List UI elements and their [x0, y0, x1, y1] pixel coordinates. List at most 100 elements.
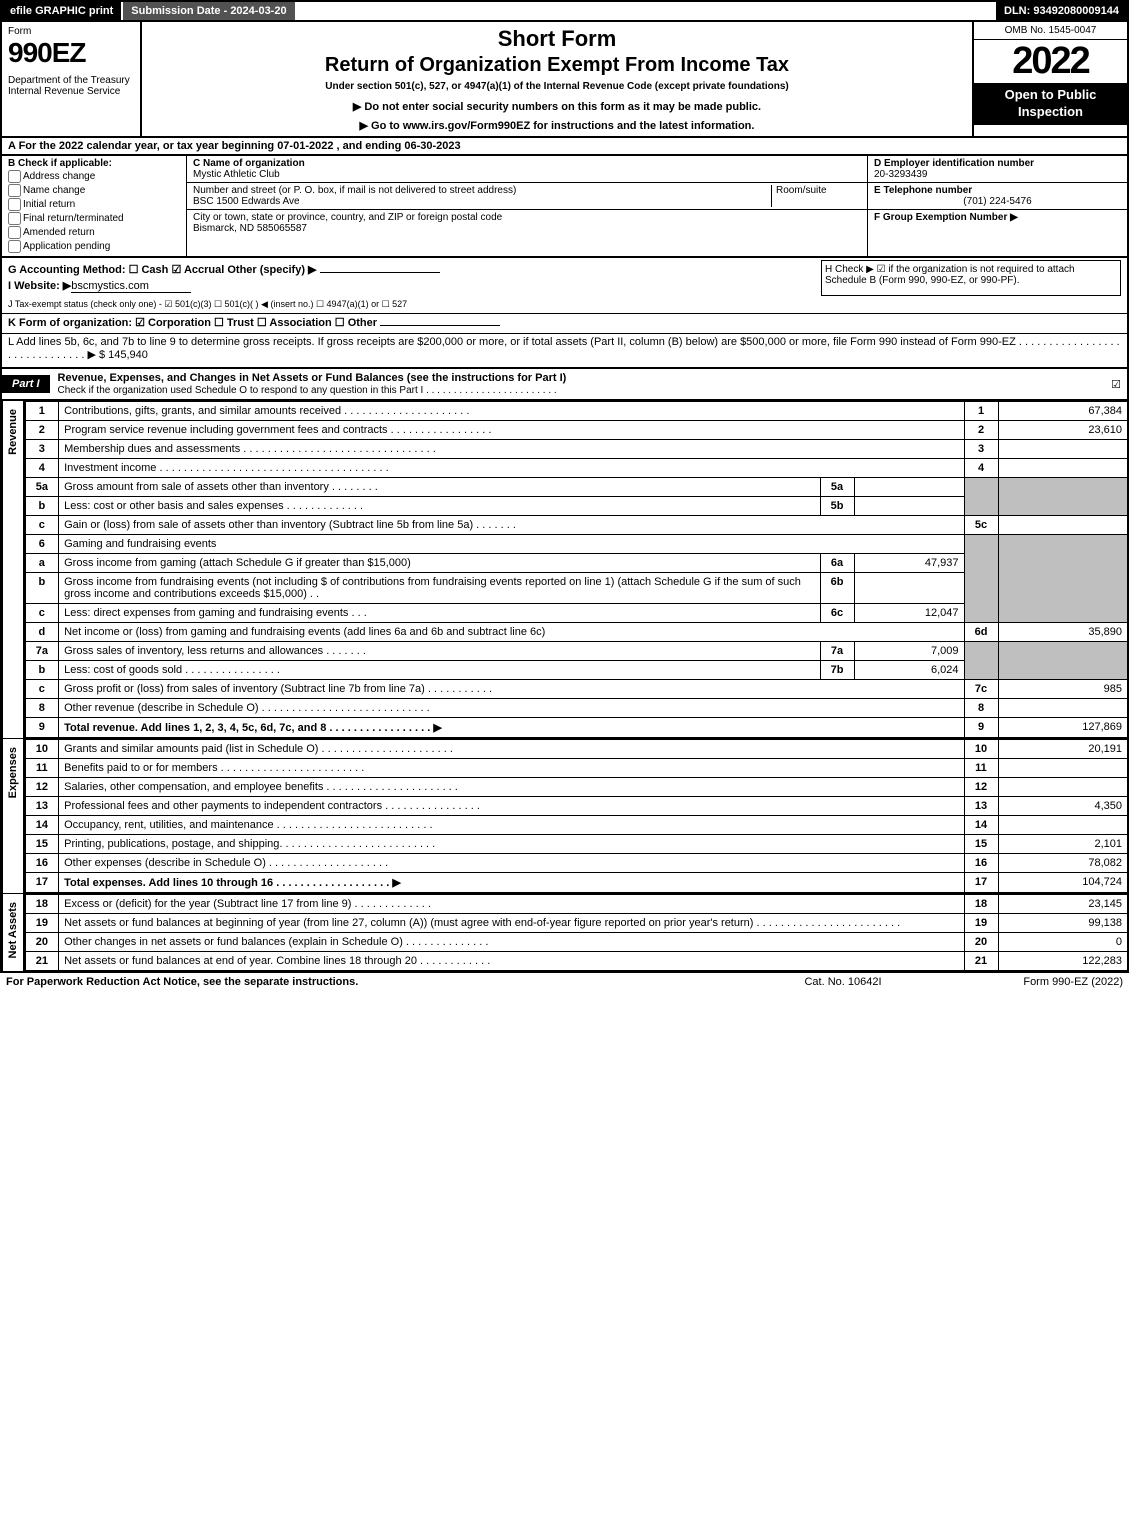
part-1-note: Check if the organization used Schedule … — [58, 385, 557, 396]
chk-app-pending[interactable]: Application pending — [8, 240, 180, 253]
ln12-amt — [998, 778, 1128, 797]
org-name-cell: C Name of organization Mystic Athletic C… — [187, 156, 867, 183]
ln7b-num: b — [25, 661, 59, 680]
ln14-num: 14 — [25, 816, 59, 835]
line-i: I Website: ▶bscmystics.com — [8, 279, 821, 293]
d-label: D Employer identification number — [874, 158, 1034, 169]
efile-button[interactable]: efile GRAPHIC print — [2, 2, 123, 20]
org-name: Mystic Athletic Club — [193, 169, 280, 180]
shade-6a — [998, 535, 1128, 623]
ln18-col: 18 — [964, 895, 998, 914]
ln6d-col: 6d — [964, 623, 998, 642]
ln10-col: 10 — [964, 740, 998, 759]
ln7a-desc: Gross sales of inventory, less returns a… — [59, 642, 820, 661]
ln18-desc: Excess or (deficit) for the year (Subtra… — [59, 895, 964, 914]
note-link[interactable]: ▶ Go to www.irs.gov/Form990EZ for instru… — [150, 119, 964, 132]
street-val: BSC 1500 Edwards Ave — [193, 196, 300, 207]
block-b: B Check if applicable: Address change Na… — [2, 156, 187, 256]
ln8-desc: Other revenue (describe in Schedule O) .… — [59, 699, 964, 718]
ln17-desc: Total expenses. Add lines 10 through 16 … — [59, 873, 964, 894]
ln2-num: 2 — [25, 421, 59, 440]
shade-7 — [964, 642, 998, 680]
ln20-desc: Other changes in net assets or fund bala… — [59, 933, 964, 952]
ln9-amt: 127,869 — [998, 718, 1128, 739]
lines-g-through-l: G Accounting Method: ☐ Cash ☑ Accrual Ot… — [0, 258, 1129, 369]
ln8-amt — [998, 699, 1128, 718]
ln21-desc: Net assets or fund balances at end of ye… — [59, 952, 964, 972]
revenue-table: 1Contributions, gifts, grants, and simil… — [24, 401, 1129, 739]
chk-address-change[interactable]: Address change — [8, 170, 180, 183]
ln11-num: 11 — [25, 759, 59, 778]
department: Department of the Treasury Internal Reve… — [8, 75, 134, 97]
ln17-num: 17 — [25, 873, 59, 894]
title-short-form: Short Form — [150, 26, 964, 52]
chk-final-return[interactable]: Final return/terminated — [8, 212, 180, 225]
chk-initial-return[interactable]: Initial return — [8, 198, 180, 211]
ln16-desc: Other expenses (describe in Schedule O) … — [59, 854, 964, 873]
ln5b-sl: 5b — [820, 497, 854, 516]
page-footer: For Paperwork Reduction Act Notice, see … — [0, 972, 1129, 991]
ln13-col: 13 — [964, 797, 998, 816]
ln17-amt: 104,724 — [998, 873, 1128, 894]
ln5c-amt — [998, 516, 1128, 535]
ln7a-sl: 7a — [820, 642, 854, 661]
expenses-side-label: Expenses — [2, 739, 24, 894]
block-d: D Employer identification number 20-3293… — [868, 156, 1127, 183]
ln16-amt: 78,082 — [998, 854, 1128, 873]
ln5c-num: c — [25, 516, 59, 535]
subtitle: Under section 501(c), 527, or 4947(a)(1)… — [150, 81, 964, 92]
form-header: Form 990EZ Department of the Treasury In… — [0, 22, 1129, 138]
form-number: 990EZ — [8, 37, 134, 69]
ln10-desc: Grants and similar amounts paid (list in… — [59, 740, 964, 759]
ln1-amt: 67,384 — [998, 402, 1128, 421]
ln6d-desc: Net income or (loss) from gaming and fun… — [59, 623, 964, 642]
ln19-num: 19 — [25, 914, 59, 933]
footer-notice: For Paperwork Reduction Act Notice, see … — [6, 976, 743, 988]
ein-val: 20-3293439 — [874, 169, 927, 180]
dln-label: DLN: 93492080009144 — [996, 2, 1127, 20]
shade-7a — [998, 642, 1128, 680]
ln3-col: 3 — [964, 440, 998, 459]
ln6-desc: Gaming and fundraising events — [59, 535, 964, 554]
ln5c-desc: Gain or (loss) from sale of assets other… — [59, 516, 964, 535]
ln6b-sa — [854, 573, 964, 604]
line-h: H Check ▶ ☑ if the organization is not r… — [821, 260, 1121, 296]
shade-6 — [964, 535, 998, 623]
ln4-desc: Investment income . . . . . . . . . . . … — [59, 459, 964, 478]
chk-name-change[interactable]: Name change — [8, 184, 180, 197]
line-g: G Accounting Method: ☐ Cash ☑ Accrual Ot… — [8, 263, 821, 276]
ln9-num: 9 — [25, 718, 59, 739]
header-right: OMB No. 1545-0047 2022 Open to Public In… — [972, 22, 1127, 136]
ln9-col: 9 — [964, 718, 998, 739]
ln20-amt: 0 — [998, 933, 1128, 952]
ln8-num: 8 — [25, 699, 59, 718]
ln11-amt — [998, 759, 1128, 778]
ln13-desc: Professional fees and other payments to … — [59, 797, 964, 816]
ln5a-desc: Gross amount from sale of assets other t… — [59, 478, 820, 497]
ln5b-num: b — [25, 497, 59, 516]
ln21-num: 21 — [25, 952, 59, 972]
phone-val: (701) 224-5476 — [874, 196, 1121, 207]
ln10-num: 10 — [25, 740, 59, 759]
part-1-checkbox[interactable]: ☑ — [1111, 378, 1127, 391]
ln19-amt: 99,138 — [998, 914, 1128, 933]
chk-amended[interactable]: Amended return — [8, 226, 180, 239]
website-link[interactable]: bscmystics.com — [71, 280, 191, 293]
ln5c-col: 5c — [964, 516, 998, 535]
footer-formid: Form 990-EZ (2022) — [943, 976, 1123, 988]
ln6d-num: d — [25, 623, 59, 642]
ln7b-sl: 7b — [820, 661, 854, 680]
ln11-desc: Benefits paid to or for members . . . . … — [59, 759, 964, 778]
ln1-num: 1 — [25, 402, 59, 421]
expenses-table: 10Grants and similar amounts paid (list … — [24, 739, 1129, 894]
ln7a-num: 7a — [25, 642, 59, 661]
top-bar: efile GRAPHIC print Submission Date - 20… — [0, 0, 1129, 22]
ln15-num: 15 — [25, 835, 59, 854]
line-j: J Tax-exempt status (check only one) - ☑… — [8, 299, 1121, 310]
block-f: F Group Exemption Number ▶ — [868, 210, 1127, 225]
line-k: K Form of organization: ☑ Corporation ☐ … — [2, 313, 1127, 331]
block-def: D Employer identification number 20-3293… — [867, 156, 1127, 256]
city-cell: City or town, state or province, country… — [187, 210, 867, 236]
ln11-col: 11 — [964, 759, 998, 778]
ln18-amt: 23,145 — [998, 895, 1128, 914]
